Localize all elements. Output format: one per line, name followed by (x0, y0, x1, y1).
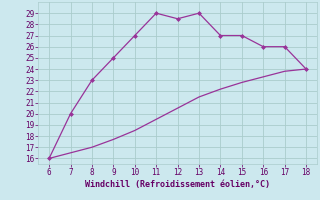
X-axis label: Windchill (Refroidissement éolien,°C): Windchill (Refroidissement éolien,°C) (85, 180, 270, 189)
